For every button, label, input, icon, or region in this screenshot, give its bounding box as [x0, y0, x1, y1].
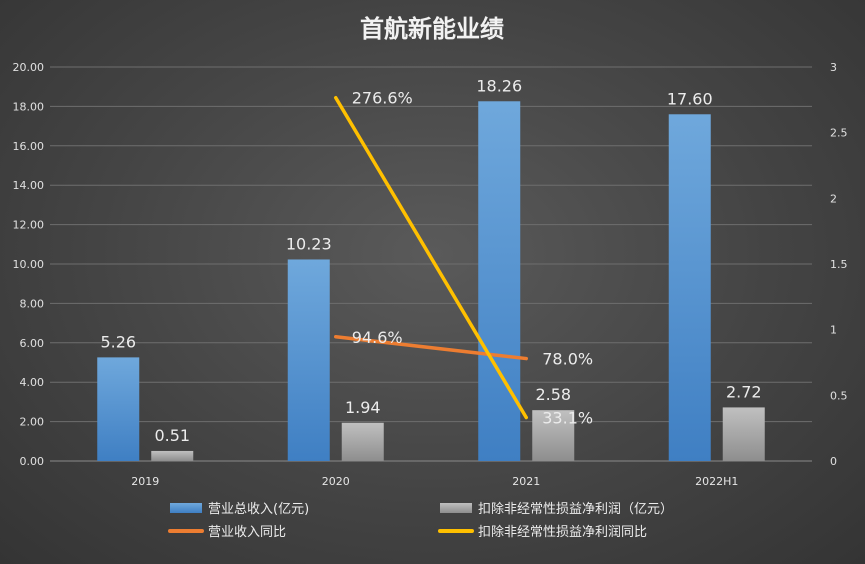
legend-label: 扣除非经常性损益净利润（亿元） [478, 502, 673, 517]
line-data-label: 276.6% [352, 89, 413, 108]
right-tick-label: 0.5 [830, 389, 848, 402]
category-label: 2021 [512, 475, 540, 488]
bar [722, 407, 765, 461]
lines [334, 95, 528, 420]
category-label: 2019 [131, 475, 159, 488]
legend-label: 营业收入同比 [208, 525, 286, 540]
bar [341, 422, 384, 461]
bar-data-label: 18.26 [476, 76, 522, 95]
series-line [334, 95, 528, 420]
category-axis: 2019 2020 2021 2022H1 [131, 475, 738, 488]
line-data-label: 78.0% [542, 350, 593, 369]
left-axis: 0.00 2.00 4.00 6.00 8.00 10.00 12.00 14.00 16.00… [13, 61, 45, 468]
series-line [334, 335, 528, 361]
category-label: 2022H1 [695, 475, 738, 488]
bar-data-label: 0.51 [154, 426, 190, 445]
bars [97, 101, 765, 461]
legend: 营业总收入(亿元) 扣除非经常性损益净利润（亿元） 营业收入同比 扣除非经常性损益净利… [168, 502, 673, 540]
left-tick-label: 16.00 [13, 140, 45, 153]
left-tick-label: 8.00 [20, 297, 45, 310]
bar-data-label: 5.26 [100, 332, 136, 351]
left-tick-label: 10.00 [13, 258, 45, 271]
bar-data-label: 2.72 [726, 382, 762, 401]
right-tick-label: 2.5 [830, 127, 848, 140]
chart-title: 首航新能业绩 [360, 15, 504, 43]
bar-data-label: 2.58 [535, 385, 571, 404]
right-tick-label: 1 [830, 324, 837, 337]
legend-label: 扣除非经常性损益净利润同比 [478, 525, 647, 540]
left-tick-label: 20.00 [13, 61, 45, 74]
right-tick-label: 1.5 [830, 258, 848, 271]
bar [151, 450, 194, 461]
line-data-label: 94.6% [352, 328, 403, 347]
left-tick-label: 4.00 [20, 376, 45, 389]
category-label: 2020 [322, 475, 350, 488]
legend-swatch [170, 503, 202, 513]
bar-data-label: 1.94 [345, 398, 381, 417]
bar-data-label: 17.60 [667, 89, 713, 108]
bar [532, 410, 575, 461]
right-tick-label: 2 [830, 192, 837, 205]
left-tick-label: 6.00 [20, 337, 45, 350]
legend-swatch [440, 503, 472, 513]
left-tick-label: 14.00 [13, 179, 45, 192]
left-tick-label: 2.00 [20, 416, 45, 429]
right-tick-label: 3 [830, 61, 837, 74]
right-axis: 0 0.5 1 1.5 2 2.5 3 [830, 61, 848, 468]
legend-label: 营业总收入(亿元) [208, 502, 309, 517]
right-tick-label: 0 [830, 455, 837, 468]
bar [478, 101, 521, 461]
left-tick-label: 12.00 [13, 219, 45, 232]
left-tick-label: 0.00 [20, 455, 45, 468]
bar [287, 259, 330, 461]
left-tick-label: 18.00 [13, 100, 45, 113]
line-data-label: 33.1% [542, 409, 593, 428]
bar [668, 114, 711, 461]
bar-data-label: 10.23 [286, 234, 332, 253]
data-labels: 5.26 10.23 18.26 17.60 0.51 1.94 2.58 2.72 94.6%… [100, 76, 761, 445]
bar [97, 357, 140, 461]
